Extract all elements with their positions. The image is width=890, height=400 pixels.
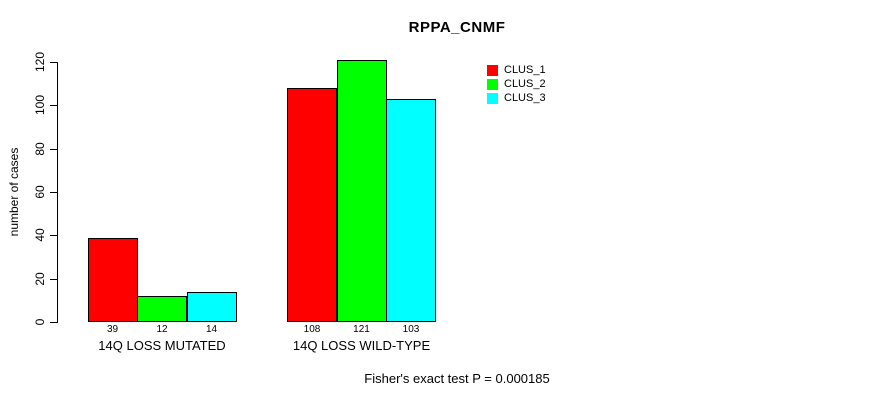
y-axis-tick bbox=[50, 148, 57, 150]
y-axis-tick-label: 60 bbox=[33, 185, 47, 199]
legend: CLUS_1 CLUS_2 CLUS_3 bbox=[487, 63, 546, 105]
legend-label: CLUS_1 bbox=[504, 64, 546, 76]
y-axis-line bbox=[57, 62, 58, 323]
bar-value-label: 103 bbox=[402, 324, 420, 335]
legend-label: CLUS_2 bbox=[504, 78, 546, 90]
chart-title: RPPA_CNMF bbox=[408, 19, 506, 36]
bar-clus_2-1 bbox=[336, 59, 387, 322]
legend-item-clus_2: CLUS_2 bbox=[487, 77, 546, 91]
y-axis-tick bbox=[50, 322, 57, 323]
legend-item-clus_3: CLUS_3 bbox=[487, 91, 546, 105]
y-axis-tick bbox=[50, 62, 57, 63]
legend-swatch-icon bbox=[487, 92, 498, 104]
legend-swatch-icon bbox=[487, 78, 498, 90]
y-axis-tick bbox=[50, 278, 57, 280]
bar-value-label: 108 bbox=[303, 324, 321, 335]
bar-clus_3-0 bbox=[186, 291, 237, 322]
bar-clus_3-1 bbox=[386, 98, 436, 322]
category-label: 14Q LOSS WILD-TYPE bbox=[292, 338, 431, 353]
y-axis-tick-label: 80 bbox=[33, 141, 47, 156]
legend-item-clus_1: CLUS_1 bbox=[487, 63, 546, 77]
bar-value-label: 14 bbox=[205, 324, 218, 335]
bar-clus_2-0 bbox=[137, 296, 187, 322]
category-label: 14Q LOSS MUTATED bbox=[98, 338, 226, 353]
bar-clus_1-1 bbox=[287, 88, 337, 322]
bar-value-label: 12 bbox=[156, 324, 168, 335]
y-axis-tick-label: 0 bbox=[33, 318, 47, 326]
y-axis-title: number of cases bbox=[7, 147, 21, 237]
bar-value-label: 121 bbox=[353, 324, 370, 335]
legend-swatch-icon bbox=[487, 64, 498, 76]
y-axis-tick-label: 100 bbox=[33, 95, 47, 116]
bar-clus_1-0 bbox=[87, 237, 138, 322]
y-axis-tick bbox=[50, 192, 57, 193]
bar-value-label: 39 bbox=[106, 324, 119, 335]
y-axis-tick-label: 20 bbox=[33, 271, 47, 286]
y-axis-tick-label: 120 bbox=[33, 51, 47, 73]
y-axis-tick-label: 40 bbox=[33, 228, 47, 243]
legend-label: CLUS_3 bbox=[504, 92, 546, 104]
stat-test-note: Fisher's exact test P = 0.000185 bbox=[364, 371, 550, 386]
y-axis-tick bbox=[50, 235, 57, 237]
y-axis-tick bbox=[50, 105, 57, 107]
